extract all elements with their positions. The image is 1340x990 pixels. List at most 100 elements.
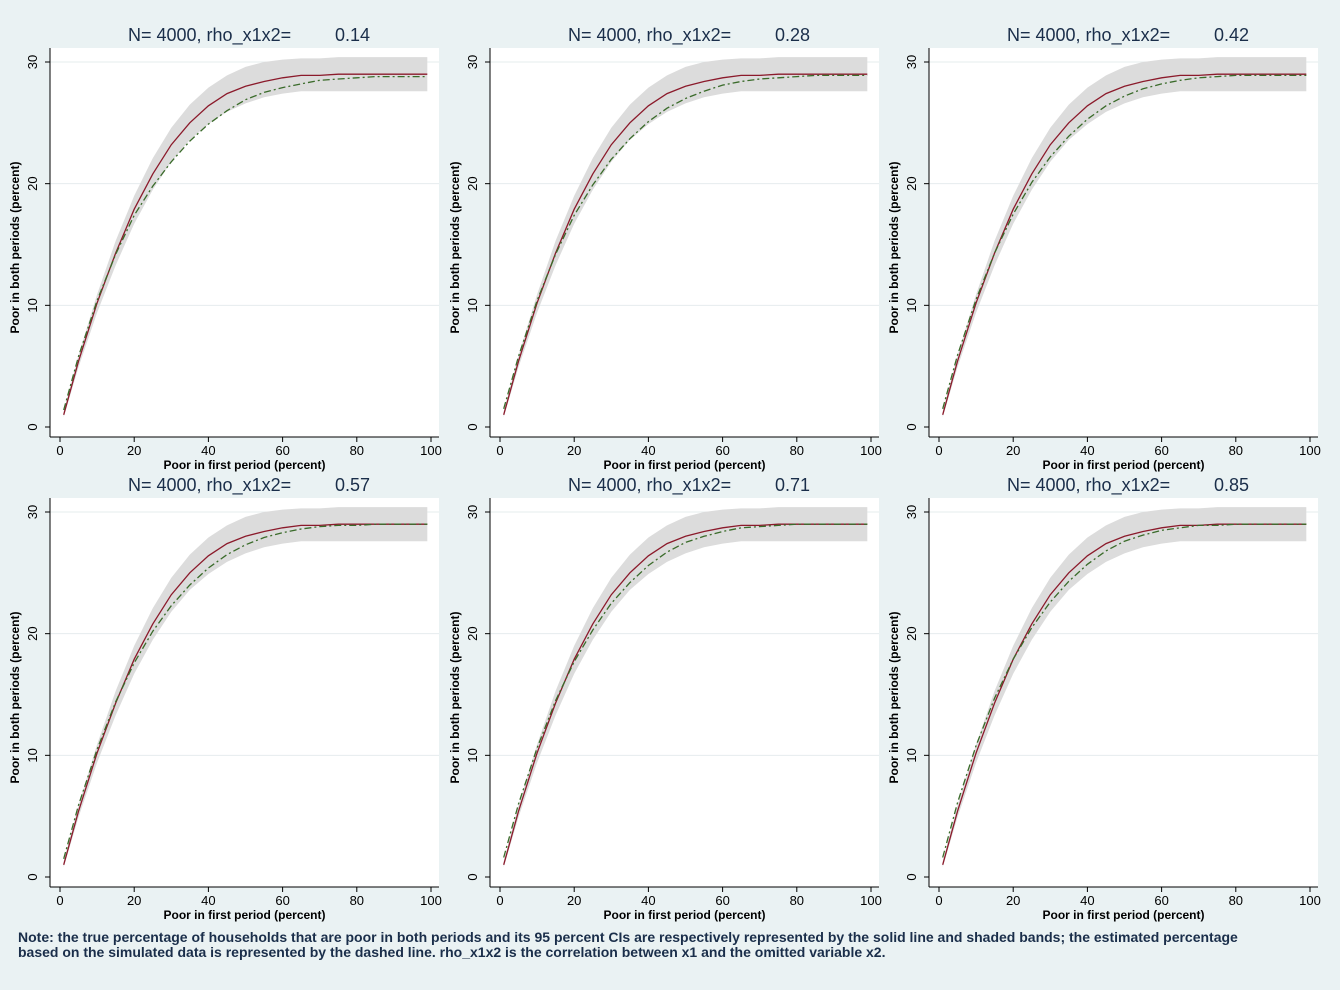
note-line-2: based on the simulated data is represent… xyxy=(18,944,886,960)
x-tick-label: 0 xyxy=(935,893,942,908)
panel-title-value: 0.71 xyxy=(775,475,810,495)
estimate-line xyxy=(503,523,868,858)
y-tick-label: 10 xyxy=(904,748,919,762)
panel-title-value: 0.42 xyxy=(1214,25,1249,45)
x-tick-label: 40 xyxy=(641,443,655,458)
x-tick-label: 60 xyxy=(275,443,289,458)
x-tick-label: 100 xyxy=(1299,893,1321,908)
x-axis-title: Poor in first period (percent) xyxy=(603,458,765,472)
x-tick-label: 40 xyxy=(1080,443,1094,458)
y-tick-label: 10 xyxy=(25,298,40,312)
y-tick-label: 30 xyxy=(465,505,480,519)
y-axis-title: Poor in both periods (percent) xyxy=(448,161,462,333)
y-axis-title: Poor in both periods (percent) xyxy=(887,161,901,333)
y-tick-label: 30 xyxy=(465,55,480,69)
x-tick-label: 0 xyxy=(56,443,63,458)
x-tick-label: 20 xyxy=(127,893,141,908)
panel-title: N= 4000, rho_x1x2= xyxy=(1007,25,1170,46)
x-tick-label: 100 xyxy=(1299,443,1321,458)
y-tick-label: 20 xyxy=(25,626,40,640)
x-tick-label: 0 xyxy=(496,443,503,458)
x-tick-label: 80 xyxy=(1229,443,1243,458)
x-tick-label: 100 xyxy=(420,443,442,458)
x-tick-label: 20 xyxy=(567,893,581,908)
panel-title: N= 4000, rho_x1x2= xyxy=(568,475,731,496)
panel-title-value: 0.57 xyxy=(335,475,370,495)
x-axis-title: Poor in first period (percent) xyxy=(1042,908,1204,922)
x-axis-title: Poor in first period (percent) xyxy=(1042,458,1204,472)
x-tick-label: 60 xyxy=(1154,893,1168,908)
y-axis-title: Poor in both periods (percent) xyxy=(8,161,22,333)
x-tick-label: 0 xyxy=(56,893,63,908)
panel-title-value: 0.14 xyxy=(335,25,370,45)
y-tick-label: 20 xyxy=(904,626,919,640)
true-line xyxy=(503,73,868,415)
y-tick-label: 30 xyxy=(904,505,919,519)
chart-panel-2: 0 10 20 30 0 20 40 60 80 100 Poor in first period … xyxy=(448,25,882,472)
x-tick-label: 80 xyxy=(350,443,364,458)
y-axis-title: Poor in both periods (percent) xyxy=(8,611,22,783)
y-tick-label: 20 xyxy=(465,626,480,640)
y-tick-label: 30 xyxy=(25,55,40,69)
estimate-line xyxy=(503,74,868,409)
chart-panel-5: 0 10 20 30 0 20 40 60 80 100 Poor in first period … xyxy=(448,475,882,922)
x-tick-label: 20 xyxy=(127,443,141,458)
x-tick-label: 80 xyxy=(350,893,364,908)
panel-title-value: 0.85 xyxy=(1214,475,1249,495)
x-tick-label: 80 xyxy=(790,893,804,908)
x-tick-label: 60 xyxy=(715,443,729,458)
y-tick-label: 20 xyxy=(25,176,40,190)
plot-area xyxy=(490,498,879,887)
x-tick-label: 80 xyxy=(1229,893,1243,908)
estimate-line xyxy=(942,74,1307,409)
plot-area xyxy=(50,498,439,887)
panel-title: N= 4000, rho_x1x2= xyxy=(568,25,731,46)
chart-panel-4: 0 10 20 30 0 20 40 60 80 100 Poor in first period … xyxy=(8,475,442,922)
x-axis-title: Poor in first period (percent) xyxy=(603,908,765,922)
x-tick-label: 100 xyxy=(420,893,442,908)
estimate-line xyxy=(63,523,428,859)
y-tick-label: 20 xyxy=(465,176,480,190)
y-tick-label: 30 xyxy=(904,55,919,69)
figure-note: Note: the true percentage of households … xyxy=(18,930,1340,960)
note-line-1: Note: the true percentage of households … xyxy=(18,930,1238,945)
plot-area xyxy=(929,48,1318,437)
estimate-line xyxy=(63,75,428,411)
x-axis-title: Poor in first period (percent) xyxy=(163,458,325,472)
y-tick-label: 10 xyxy=(904,298,919,312)
panel-title-value: 0.28 xyxy=(775,25,810,45)
y-tick-label: 0 xyxy=(904,423,919,430)
x-tick-label: 20 xyxy=(1006,443,1020,458)
x-tick-label: 60 xyxy=(715,893,729,908)
chart-panel-6: 0 10 20 30 0 20 40 60 80 100 Poor in first period … xyxy=(887,475,1321,922)
plot-area xyxy=(50,48,439,437)
x-tick-label: 20 xyxy=(1006,893,1020,908)
chart-panel-1: 0 10 20 30 0 20 40 60 80 100 Poor in first period … xyxy=(8,25,442,472)
panel-title: N= 4000, rho_x1x2= xyxy=(128,25,291,46)
x-tick-label: 40 xyxy=(1080,893,1094,908)
x-tick-label: 40 xyxy=(201,443,215,458)
y-tick-label: 30 xyxy=(25,505,40,519)
true-line xyxy=(63,73,428,415)
plot-area xyxy=(490,48,879,437)
x-tick-label: 100 xyxy=(860,443,882,458)
estimate-line xyxy=(942,523,1307,858)
x-tick-label: 60 xyxy=(275,893,289,908)
y-tick-label: 10 xyxy=(465,298,480,312)
chart-panel-3: 0 10 20 30 0 20 40 60 80 100 Poor in first period … xyxy=(887,25,1321,472)
y-tick-label: 10 xyxy=(465,748,480,762)
panel-title: N= 4000, rho_x1x2= xyxy=(1007,475,1170,496)
x-tick-label: 20 xyxy=(567,443,581,458)
x-tick-label: 0 xyxy=(496,893,503,908)
y-tick-label: 20 xyxy=(904,176,919,190)
y-tick-label: 0 xyxy=(25,423,40,430)
x-tick-label: 60 xyxy=(1154,443,1168,458)
y-tick-label: 0 xyxy=(465,423,480,430)
y-axis-title: Poor in both periods (percent) xyxy=(887,611,901,783)
true-line xyxy=(942,73,1307,415)
x-tick-label: 0 xyxy=(935,443,942,458)
y-tick-label: 0 xyxy=(904,873,919,880)
x-axis-title: Poor in first period (percent) xyxy=(163,908,325,922)
y-tick-label: 0 xyxy=(465,873,480,880)
